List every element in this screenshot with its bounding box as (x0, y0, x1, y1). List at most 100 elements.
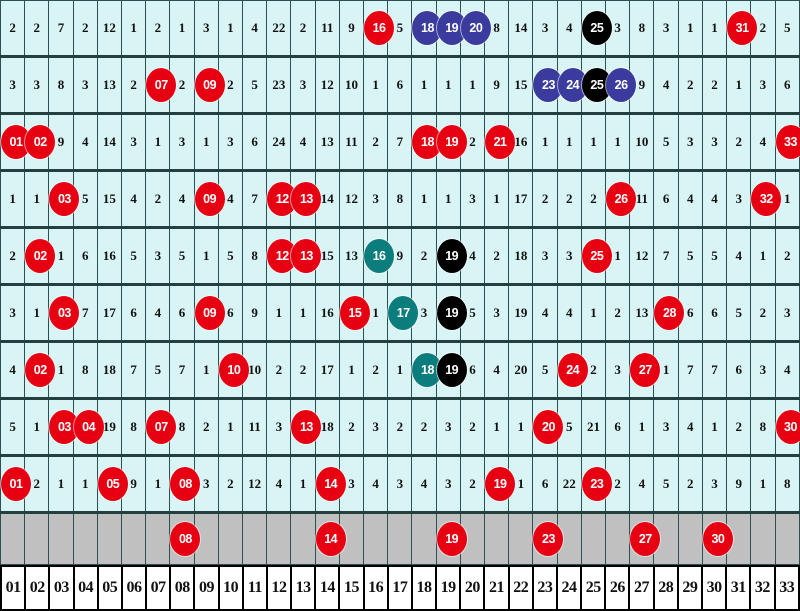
number-header-cell-12[interactable]: 12 (267, 566, 291, 610)
number-header-cell-24[interactable]: 24 (557, 566, 581, 610)
omission-value: 9 (639, 78, 646, 91)
drawn-ball-red[interactable]: 23 (582, 467, 612, 501)
drawn-ball-blue[interactable]: 20 (461, 11, 491, 45)
drawn-ball-red[interactable]: 30 (776, 410, 800, 444)
omission-value: 12 (103, 21, 116, 34)
drawn-ball-red[interactable]: 09 (195, 182, 225, 216)
number-header-cell-09[interactable]: 09 (194, 566, 218, 610)
grid-cell: 1 (170, 1, 194, 57)
grid-cell: 10 (218, 342, 242, 399)
number-header-cell-01[interactable]: 01 (1, 566, 25, 610)
drawn-ball-red[interactable]: 26 (606, 182, 636, 216)
omission-value: 2 (372, 135, 379, 148)
grid-cell: 13 (315, 114, 339, 171)
drawn-ball-red[interactable]: 07 (146, 68, 176, 102)
number-header-cell-27[interactable]: 27 (629, 566, 653, 610)
number-header-cell-08[interactable]: 08 (170, 566, 194, 610)
drawn-ball-teal[interactable]: 16 (364, 239, 394, 273)
number-header-cell-21[interactable]: 21 (484, 566, 508, 610)
drawn-ball-red[interactable]: 19 (437, 522, 467, 556)
grid-cell: 20 (460, 1, 484, 57)
drawn-ball-red[interactable]: 16 (364, 11, 394, 45)
grid-cell: 1 (218, 1, 242, 57)
number-header-cell-30[interactable]: 30 (702, 566, 726, 610)
grid-cell: 18 (412, 1, 436, 57)
omission-value: 2 (130, 78, 137, 91)
drawn-ball-black[interactable]: 19 (437, 239, 467, 273)
omission-value: 2 (155, 192, 162, 205)
drawn-ball-red[interactable]: 14 (316, 522, 346, 556)
drawn-ball-red[interactable]: 25 (582, 239, 612, 273)
drawn-ball-black[interactable]: 25 (582, 11, 612, 45)
omission-value: 2 (82, 21, 89, 34)
drawn-ball-red[interactable]: 19 (437, 125, 467, 159)
drawn-ball-red[interactable]: 02 (25, 125, 55, 159)
omission-value: 20 (514, 363, 527, 376)
drawn-ball-red[interactable]: 31 (727, 11, 757, 45)
number-header-cell-18[interactable]: 18 (412, 566, 436, 610)
grid-cell: 6 (170, 285, 194, 342)
number-header-cell-07[interactable]: 07 (146, 566, 170, 610)
number-header-cell-06[interactable]: 06 (122, 566, 146, 610)
drawn-ball-black[interactable]: 19 (437, 296, 467, 330)
omission-value: 2 (542, 192, 549, 205)
drawn-ball-red[interactable]: 01 (1, 467, 31, 501)
drawn-ball-red[interactable]: 24 (558, 353, 588, 387)
number-header-cell-13[interactable]: 13 (291, 566, 315, 610)
drawn-ball-red[interactable]: 07 (146, 410, 176, 444)
number-header-cell-33[interactable]: 33 (775, 566, 800, 610)
drawn-ball-red[interactable]: 05 (98, 467, 128, 501)
number-header-cell-17[interactable]: 17 (388, 566, 412, 610)
omission-value: 2 (179, 78, 186, 91)
number-header-cell-11[interactable]: 11 (243, 566, 267, 610)
grid-cell: 18 (97, 342, 121, 399)
grid-cell: 1 (606, 114, 630, 171)
number-header-cell-29[interactable]: 29 (678, 566, 702, 610)
omission-value: 3 (493, 306, 500, 319)
omission-value: 2 (590, 192, 597, 205)
number-header-cell-14[interactable]: 14 (315, 566, 339, 610)
drawn-ball-black[interactable]: 19 (437, 353, 467, 387)
grid-cell: 18 (412, 342, 436, 399)
number-header-cell-23[interactable]: 23 (533, 566, 557, 610)
number-header-cell-05[interactable]: 05 (98, 566, 122, 610)
drawn-ball-red[interactable]: 21 (485, 125, 515, 159)
drawn-ball-red[interactable]: 09 (195, 68, 225, 102)
drawn-ball-red[interactable]: 15 (340, 296, 370, 330)
number-header-cell-02[interactable]: 02 (25, 566, 49, 610)
drawn-ball-red[interactable]: 02 (25, 353, 55, 387)
drawn-ball-red[interactable]: 09 (195, 296, 225, 330)
omission-value: 2 (566, 192, 573, 205)
grid-cell: 7 (170, 342, 194, 399)
drawn-ball-red[interactable]: 02 (25, 239, 55, 273)
grid-cell: 1 (122, 1, 146, 57)
drawn-ball-red[interactable]: 14 (316, 467, 346, 501)
drawn-ball-red[interactable]: 04 (74, 410, 104, 444)
drawn-ball-blue[interactable]: 26 (606, 68, 636, 102)
number-header-cell-10[interactable]: 10 (219, 566, 243, 610)
number-header-cell-04[interactable]: 04 (74, 566, 98, 610)
drawn-ball-red[interactable]: 19 (485, 467, 515, 501)
number-header-cell-31[interactable]: 31 (726, 566, 750, 610)
grid-cell: 13 (291, 228, 315, 285)
number-header-cell-25[interactable]: 25 (581, 566, 605, 610)
drawn-ball-red[interactable]: 33 (776, 125, 800, 159)
number-header-cell-19[interactable]: 19 (436, 566, 460, 610)
number-header-cell-22[interactable]: 22 (509, 566, 533, 610)
grid-cell: 3 (364, 171, 388, 228)
drawn-ball-red[interactable]: 10 (219, 353, 249, 387)
number-header-cell-20[interactable]: 20 (460, 566, 484, 610)
number-header-cell-16[interactable]: 16 (364, 566, 388, 610)
number-header-cell-15[interactable]: 15 (339, 566, 363, 610)
grid-cell: 8 (630, 1, 654, 57)
number-header-cell-26[interactable]: 26 (605, 566, 629, 610)
number-header-cell-32[interactable]: 32 (750, 566, 774, 610)
number-header-cell-28[interactable]: 28 (654, 566, 678, 610)
grid-cell: 2 (557, 171, 581, 228)
number-header-cell-03[interactable]: 03 (49, 566, 73, 610)
grid-cell: 7 (49, 1, 73, 57)
omission-value: 3 (445, 477, 452, 490)
grid-cell: 12 (267, 171, 291, 228)
drawn-ball-red[interactable]: 30 (703, 522, 733, 556)
